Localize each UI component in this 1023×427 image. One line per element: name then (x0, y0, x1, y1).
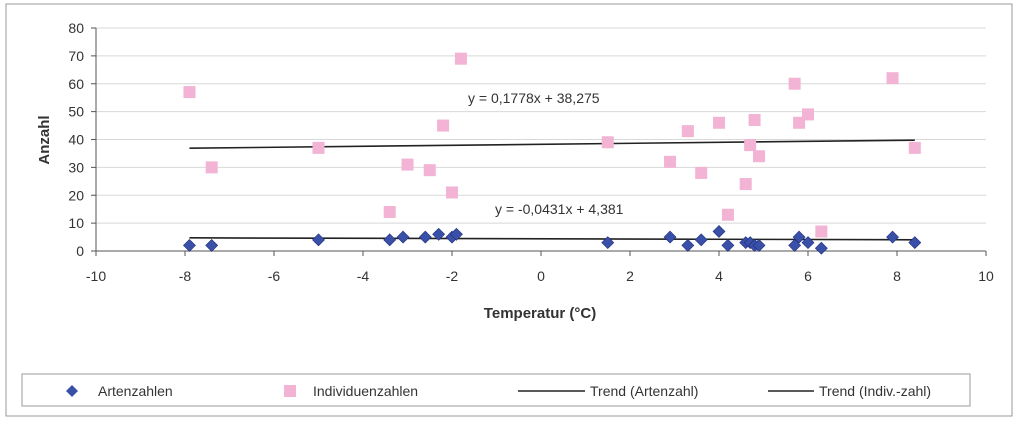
trend-equation-arten: y = -0,0431x + 4,381 (495, 201, 624, 217)
x-tick-label: 6 (804, 268, 812, 284)
trendlines (189, 139, 915, 241)
artenzahl-point (663, 230, 677, 244)
y-axis-title: Anzahl (36, 115, 53, 164)
data-points (183, 52, 922, 255)
y-tick-label: 70 (68, 48, 84, 64)
x-tick-label: -6 (268, 268, 281, 284)
y-tick-label: 10 (68, 215, 84, 231)
x-tick-labels: -10 -8 -6 -4 -2 0 2 4 6 8 10 (86, 268, 994, 284)
legend-diamond-icon (66, 385, 78, 397)
artenzahl-point (383, 233, 397, 247)
individuenzahl-point (681, 125, 694, 138)
trendline-indiv (189, 139, 915, 150)
x-tick-label: -10 (86, 268, 106, 284)
individuenzahl-point (312, 141, 325, 154)
legend-box (21, 373, 971, 407)
individuenzahl-point (753, 150, 766, 163)
individuenzahl-point (446, 186, 458, 199)
y-tick-label: 60 (68, 76, 84, 92)
trendline-arten (189, 237, 915, 241)
axes (91, 27, 987, 256)
individuenzahl-point (437, 119, 450, 132)
artenzahl-point (801, 236, 815, 250)
individuenzahl-point (713, 116, 725, 129)
artenzahl-point (183, 239, 196, 252)
x-tick-label: -8 (179, 268, 192, 284)
artenzahl-point (792, 230, 806, 244)
artenzahl-point (752, 239, 766, 252)
artenzahl-point (694, 233, 708, 247)
artenzahl-point (205, 239, 219, 252)
legend-label: Individuenzahlen (313, 383, 418, 399)
artenzahl-point (712, 225, 726, 238)
y-tick-label: 0 (76, 243, 84, 259)
legend-label: Trend (Indiv.-zahl) (819, 383, 931, 399)
artenzahl-point (432, 227, 446, 241)
y-tick-label: 50 (68, 104, 84, 120)
individuenzahl-point (664, 155, 677, 168)
individuenzahl-point (748, 113, 761, 126)
individuenzahl-point (721, 208, 734, 221)
artenzahl-point (908, 236, 922, 250)
artenzahl-point (450, 227, 463, 241)
x-tick-label: 10 (978, 268, 994, 284)
individuenzahl-point (383, 205, 396, 218)
x-tick-label: 4 (715, 268, 723, 284)
y-tick-label: 40 (68, 132, 84, 148)
artenzahl-point (814, 241, 828, 255)
artenzahl-point (396, 230, 410, 244)
legend-label: Artenzahlen (98, 383, 173, 399)
individuenzahl-point (695, 166, 708, 179)
artenzahl-point (312, 233, 325, 247)
x-tick-label: -2 (446, 268, 459, 284)
individuenzahl-point (401, 158, 414, 171)
individuenzahl-point (454, 52, 467, 65)
x-tick-label: 2 (626, 268, 634, 284)
y-tick-label: 30 (68, 159, 84, 175)
artenzahl-point (721, 239, 735, 252)
individuenzahl-point (601, 136, 614, 149)
y-tick-labels: 0 10 20 30 40 50 60 70 80 (68, 20, 84, 259)
x-tick-label: 8 (893, 268, 901, 284)
trend-equation-indiv: y = 0,1778x + 38,275 (468, 90, 600, 106)
x-axis-title: Temperatur (°C) (484, 305, 596, 322)
x-tick-label: 0 (537, 268, 545, 284)
individuenzahl-point (815, 225, 828, 238)
artenzahl-point (418, 230, 432, 244)
individuenzahl-point (744, 139, 757, 152)
legend-square-icon (284, 385, 296, 397)
individuenzahl-point (886, 72, 899, 85)
y-tick-label: 80 (68, 20, 84, 36)
legend: Artenzahlen Individuenzahlen Trend (Artenz… (66, 383, 931, 399)
individuenzahl-point (802, 108, 814, 121)
x-tick-label: -4 (357, 268, 370, 284)
individuenzahl-point (739, 178, 752, 191)
individuenzahl-point (788, 77, 801, 90)
artenzahl-point (681, 239, 695, 252)
individuenzahl-point (183, 86, 196, 99)
individuenzahl-point (423, 164, 436, 177)
individuenzahl-point (793, 116, 806, 129)
individuenzahl-point (908, 141, 921, 154)
y-tick-label: 20 (68, 187, 84, 203)
artenzahl-point (788, 239, 802, 252)
gridlines (96, 27, 986, 224)
artenzahl-point (886, 230, 899, 244)
artenzahl-point (601, 236, 615, 250)
legend-label: Trend (Artenzahl) (590, 383, 698, 399)
individuenzahl-point (205, 161, 218, 174)
